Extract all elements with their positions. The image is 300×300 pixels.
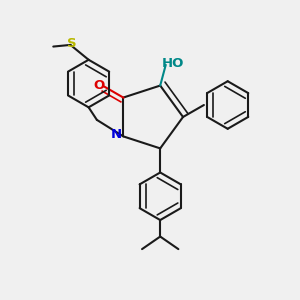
Text: HO: HO [162, 57, 184, 70]
Text: S: S [67, 38, 77, 50]
Text: N: N [110, 128, 122, 141]
Text: O: O [93, 79, 104, 92]
